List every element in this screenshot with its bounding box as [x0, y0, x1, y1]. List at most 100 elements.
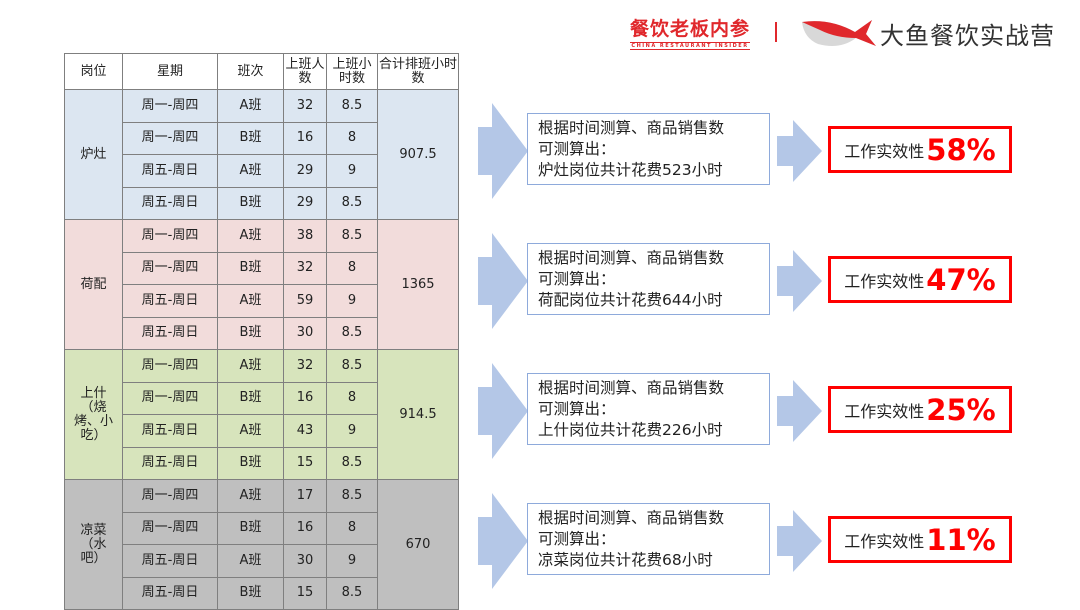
table-cell: 30 — [283, 316, 327, 350]
table-row: 周五-周日 B班 30 8.5 — [65, 316, 459, 350]
small-arrow-icon — [777, 250, 822, 312]
brand-logo-canyin: 餐饮老板内参 CHINA RESTAURANT INSIDER — [630, 14, 751, 50]
table-cell: 29 — [283, 154, 327, 188]
table-row: 周五-周日 A班 59 9 — [65, 284, 459, 318]
table-cell: A班 — [217, 219, 284, 253]
calc-line: 凉菜岗位共计花费68小时 — [538, 551, 713, 569]
table-cell: B班 — [217, 446, 284, 480]
table-cell: 9 — [326, 544, 378, 578]
big-arrow-icon — [478, 103, 528, 199]
table-cell: 8.5 — [326, 446, 378, 480]
table-cell: B班 — [217, 511, 284, 545]
table-cell: 8 — [326, 121, 378, 155]
table-cell: 8.5 — [326, 349, 378, 383]
header-cell: 星期 — [122, 53, 218, 90]
big-arrow-icon — [478, 493, 528, 589]
calculation-box: 根据时间测算、商品销售数 可测算出： 炉灶岗位共计花费523小时 — [527, 113, 770, 185]
table-cell: 周五-周日 — [122, 414, 218, 448]
calc-line: 可测算出： — [538, 400, 616, 418]
table-cell: A班 — [217, 154, 284, 188]
table-cell: B班 — [217, 251, 284, 285]
table-row: 周一-周四 B班 16 8 — [65, 121, 459, 155]
table-cell: 9 — [326, 284, 378, 318]
table-cell: 8.5 — [326, 479, 378, 513]
table-cell: 周五-周日 — [122, 284, 218, 318]
calc-line: 根据时间测算、商品销售数 — [538, 509, 725, 527]
table-cell: B班 — [217, 121, 284, 155]
table-row: 荷配 周一-周四 A班 38 8.5 1365 — [64, 219, 459, 350]
efficiency-percent: 47% — [926, 262, 996, 297]
table-cell: 32 — [283, 89, 327, 123]
calc-line: 根据时间测算、商品销售数 — [538, 379, 725, 397]
efficiency-label: 工作实效性 — [844, 401, 925, 421]
table-cell: A班 — [217, 479, 284, 513]
total-hours-cell: 907.5 — [377, 89, 459, 220]
big-arrow-icon — [478, 233, 528, 329]
table-cell: 周一-周四 — [122, 381, 218, 415]
table-cell: A班 — [217, 349, 284, 383]
table-cell: 15 — [283, 446, 327, 480]
table-cell: 周一-周四 — [122, 219, 218, 253]
table-cell: 周五-周日 — [122, 544, 218, 578]
table-cell: 8.5 — [326, 576, 378, 610]
calc-line: 根据时间测算、商品销售数 — [538, 249, 725, 267]
post-cell: 荷配 — [64, 219, 123, 350]
table-row: 周一-周四 B班 32 8 — [65, 251, 459, 285]
table-cell: 8.5 — [326, 316, 378, 350]
table-cell: 周一-周四 — [122, 121, 218, 155]
table-row: 周五-周日 B班 15 8.5 — [65, 576, 459, 610]
efficiency-label: 工作实效性 — [844, 531, 925, 551]
table-cell: 周一-周四 — [122, 511, 218, 545]
table-cell: 8 — [326, 511, 378, 545]
table-row: 周五-周日 B班 15 8.5 — [65, 446, 459, 480]
table-cell: 16 — [283, 121, 327, 155]
efficiency-result: 工作实效性 58% — [828, 126, 1012, 173]
header-cell: 班次 — [217, 53, 284, 90]
post-cell: 炉灶 — [64, 89, 123, 220]
calculation-box: 根据时间测算、商品销售数 可测算出： 上什岗位共计花费226小时 — [527, 373, 770, 445]
logo-divider — [775, 22, 777, 42]
table-cell: 59 — [283, 284, 327, 318]
brand-name: 餐饮老板内参 — [630, 18, 751, 40]
calc-line: 荷配岗位共计花费644小时 — [538, 291, 723, 309]
efficiency-percent: 11% — [926, 522, 996, 557]
table-cell: 43 — [283, 414, 327, 448]
table-cell: 8.5 — [326, 219, 378, 253]
brand-logo-dayu: 大鱼餐饮实战营 — [880, 22, 1055, 50]
calc-line: 根据时间测算、商品销售数 — [538, 119, 725, 137]
table-cell: 15 — [283, 576, 327, 610]
calc-line: 炉灶岗位共计花费523小时 — [538, 161, 723, 179]
header-cell: 上班人数 — [283, 53, 327, 90]
efficiency-result: 工作实效性 25% — [828, 386, 1012, 433]
table-cell: 30 — [283, 544, 327, 578]
table-cell: 周五-周日 — [122, 316, 218, 350]
table-cell: 8.5 — [326, 89, 378, 123]
table-cell: 周一-周四 — [122, 349, 218, 383]
efficiency-percent: 58% — [926, 132, 996, 167]
brand-subtitle: CHINA RESTAURANT INSIDER — [630, 42, 751, 50]
big-arrow-icon — [478, 363, 528, 459]
total-hours-cell: 670 — [377, 479, 459, 610]
small-arrow-icon — [777, 380, 822, 442]
calc-line: 可测算出： — [538, 530, 616, 548]
table-cell: A班 — [217, 544, 284, 578]
table-cell: 32 — [283, 251, 327, 285]
table-cell: 38 — [283, 219, 327, 253]
table-cell: B班 — [217, 186, 284, 220]
efficiency-label: 工作实效性 — [844, 271, 925, 291]
header-cell: 合计排班小时数 — [377, 53, 459, 90]
table-cell: 周五-周日 — [122, 186, 218, 220]
table-row: 周一-周四 B班 16 8 — [65, 381, 459, 415]
table-row: 上什（烧烤、小吃） 周一-周四 A班 32 8.5 914.5 — [64, 349, 459, 480]
table-cell: 周一-周四 — [122, 251, 218, 285]
table-row: 凉菜（水吧） 周一-周四 A班 17 8.5 670 — [64, 479, 459, 610]
post-cell: 上什（烧烤、小吃） — [64, 349, 123, 480]
table-cell: 17 — [283, 479, 327, 513]
table-cell: 周五-周日 — [122, 446, 218, 480]
table-row: 周五-周日 B班 29 8.5 — [65, 186, 459, 220]
efficiency-label: 工作实效性 — [844, 141, 925, 161]
table-cell: 8 — [326, 381, 378, 415]
table-row: 周五-周日 A班 29 9 — [65, 154, 459, 188]
table-row: 周五-周日 A班 30 9 — [65, 544, 459, 578]
table-cell: 8.5 — [326, 186, 378, 220]
